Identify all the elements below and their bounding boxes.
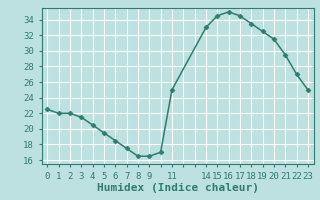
X-axis label: Humidex (Indice chaleur): Humidex (Indice chaleur) bbox=[97, 183, 259, 193]
